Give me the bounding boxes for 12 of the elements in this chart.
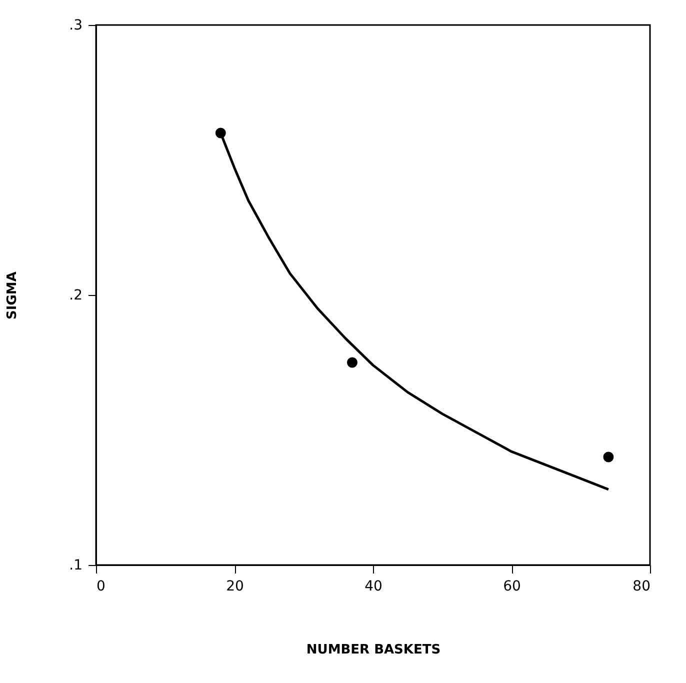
- y-axis-title: SIGMA: [5, 272, 20, 320]
- y-tick-label: .1: [69, 558, 82, 574]
- y-tick-label: .3: [69, 18, 82, 34]
- x-axis-title: NUMBER BASKETS: [306, 642, 441, 658]
- point: [603, 452, 614, 462]
- x-tick-label: 20: [226, 578, 244, 594]
- x-tick-label: 80: [632, 578, 650, 594]
- point: [346, 357, 358, 368]
- x-tick-label: 60: [503, 578, 521, 594]
- y-tick-label: .2: [69, 288, 82, 304]
- x-tick-label: 0: [96, 578, 106, 594]
- x-tick-label: 40: [364, 578, 382, 594]
